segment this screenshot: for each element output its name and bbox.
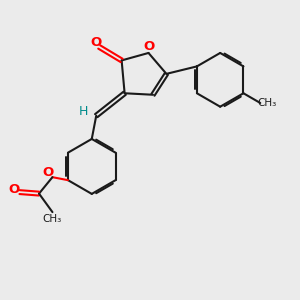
Text: CH₃: CH₃	[257, 98, 277, 108]
Text: O: O	[42, 166, 54, 179]
Text: O: O	[143, 40, 154, 53]
Text: H: H	[79, 105, 88, 118]
Text: O: O	[91, 36, 102, 49]
Text: CH₃: CH₃	[43, 214, 62, 224]
Text: O: O	[9, 183, 20, 196]
